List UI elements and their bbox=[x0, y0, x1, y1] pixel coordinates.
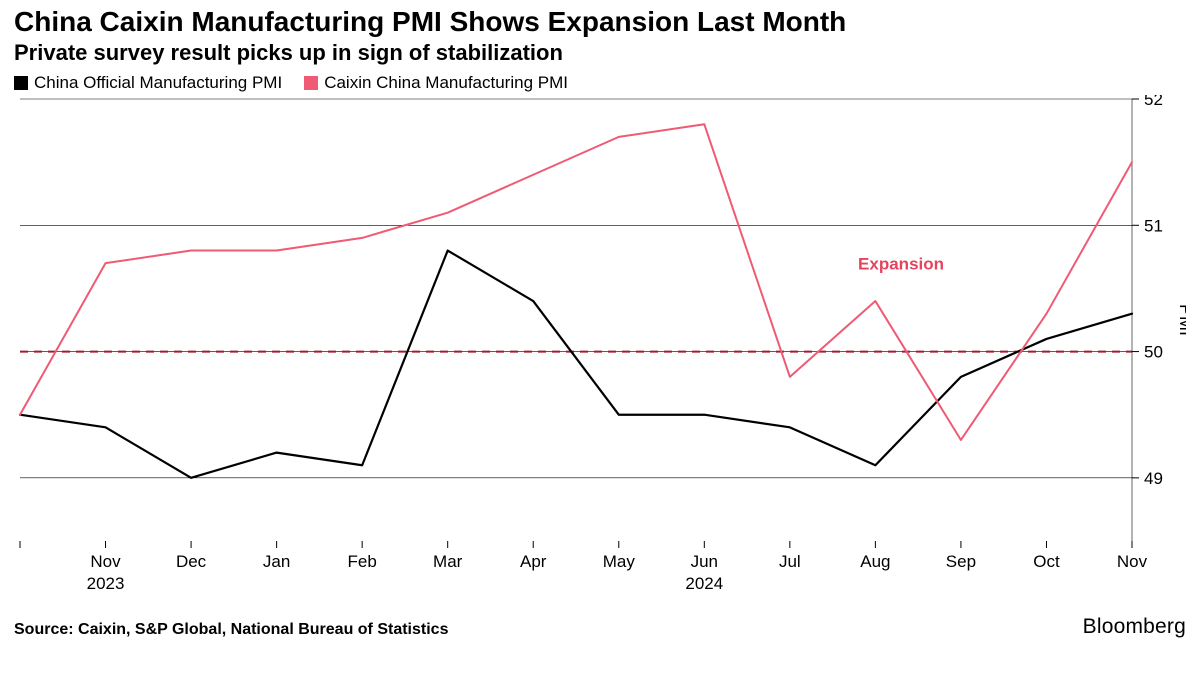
legend-swatch-icon bbox=[304, 76, 318, 90]
svg-text:Expansion: Expansion bbox=[858, 254, 944, 273]
chart-area: 49 50 51 52 Nov Dec Jan Feb Mar Apr May Jun Jul Aug Se… bbox=[14, 95, 1186, 613]
legend-label: China Official Manufacturing PMI bbox=[34, 73, 282, 93]
svg-text:Aug: Aug bbox=[860, 552, 890, 571]
brand-label: Bloomberg bbox=[1083, 615, 1186, 639]
legend: China Official Manufacturing PMI Caixin … bbox=[14, 73, 1186, 93]
legend-swatch-icon bbox=[14, 76, 28, 90]
svg-text:Apr: Apr bbox=[520, 552, 547, 571]
line-chart: 49 50 51 52 Nov Dec Jan Feb Mar Apr May Jun Jul Aug Se… bbox=[14, 95, 1186, 613]
svg-text:May: May bbox=[603, 552, 636, 571]
svg-text:2023: 2023 bbox=[87, 574, 125, 593]
svg-text:Sep: Sep bbox=[946, 552, 976, 571]
svg-text:PMI: PMI bbox=[1176, 304, 1186, 336]
svg-text:Mar: Mar bbox=[433, 552, 463, 571]
svg-text:Nov: Nov bbox=[90, 552, 121, 571]
svg-text:2024: 2024 bbox=[685, 574, 723, 593]
svg-text:Dec: Dec bbox=[176, 552, 207, 571]
legend-item-official: China Official Manufacturing PMI bbox=[14, 73, 282, 93]
svg-text:Oct: Oct bbox=[1033, 552, 1060, 571]
svg-text:51: 51 bbox=[1144, 216, 1163, 235]
chart-title: China Caixin Manufacturing PMI Shows Exp… bbox=[14, 6, 1186, 38]
legend-item-caixin: Caixin China Manufacturing PMI bbox=[304, 73, 568, 93]
svg-text:Jan: Jan bbox=[263, 552, 290, 571]
svg-text:52: 52 bbox=[1144, 95, 1163, 109]
source-text: Source: Caixin, S&P Global, National Bur… bbox=[14, 621, 448, 639]
svg-text:50: 50 bbox=[1144, 342, 1163, 361]
chart-subtitle: Private survey result picks up in sign o… bbox=[14, 40, 1186, 66]
svg-text:Jun: Jun bbox=[691, 552, 718, 571]
legend-label: Caixin China Manufacturing PMI bbox=[324, 73, 568, 93]
svg-text:Nov: Nov bbox=[1117, 552, 1148, 571]
svg-text:Jul: Jul bbox=[779, 552, 801, 571]
svg-text:49: 49 bbox=[1144, 468, 1163, 487]
svg-text:Feb: Feb bbox=[348, 552, 377, 571]
